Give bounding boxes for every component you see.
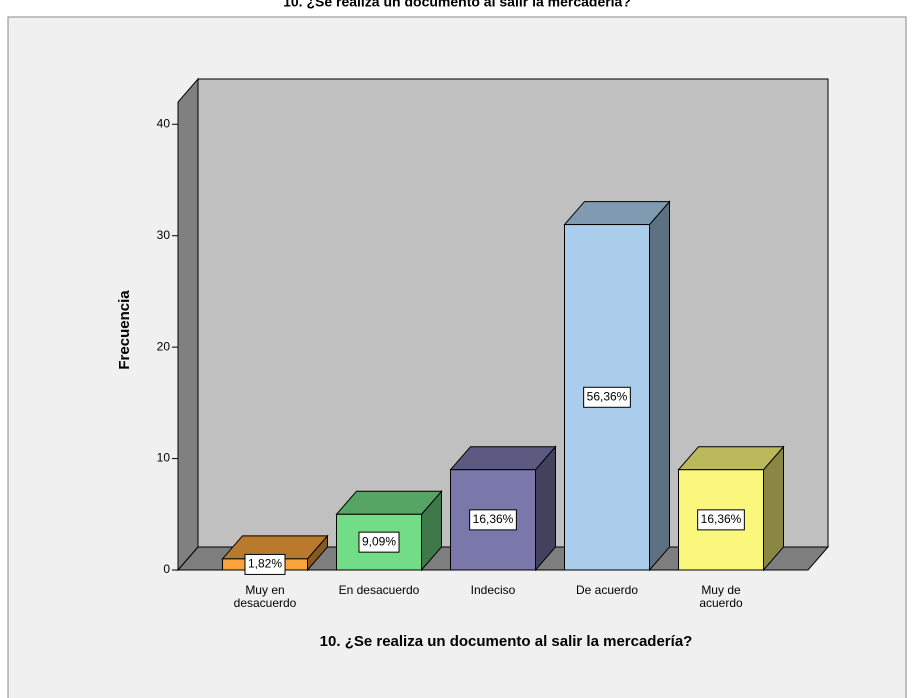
data-label: 56,36%: [583, 386, 631, 408]
x-tick-label-box: Muy de acuerdo: [699, 584, 743, 610]
x-tick-label: Muy de acuerdo: [699, 584, 743, 610]
data-label-text: 56,36%: [587, 389, 628, 403]
x-tick-label-box: De acuerdo: [575, 584, 639, 597]
x-tick-label: Muy en desacuerdo: [233, 584, 297, 610]
data-label-text: 9,09%: [362, 534, 396, 548]
data-label-box: [697, 509, 745, 531]
x-tick-label-box: Muy en desacuerdo: [233, 584, 297, 610]
bar-side: [649, 200, 670, 572]
data-label-text: 16,36%: [473, 512, 514, 526]
y-tick-label: 10: [157, 451, 171, 465]
y-axis-title: Frecuencia: [116, 290, 133, 370]
y-tick-label: 40: [157, 116, 171, 130]
left-wall: [177, 77, 199, 572]
x-tick-label: De acuerdo: [575, 584, 639, 597]
x-tick-label: Indeciso: [470, 584, 516, 597]
y-tick-label: 30: [157, 228, 171, 242]
data-label: 1,82%: [244, 553, 286, 575]
data-label: 9,09%: [358, 531, 400, 553]
x-tick-label-box: En desacuerdo: [338, 584, 420, 597]
x-tick-label: En desacuerdo: [338, 584, 420, 597]
y-tick-label: 20: [157, 339, 171, 353]
bar: [678, 469, 764, 571]
x-tick-label-box: Indeciso: [470, 584, 516, 597]
data-label: 16,36%: [469, 509, 517, 531]
data-label: 16,36%: [697, 509, 745, 531]
data-label-text: 16,36%: [701, 512, 742, 526]
chart-title: 10. ¿Se realiza un documento al salir la…: [283, 0, 631, 10]
y-tick-label: 0: [163, 562, 170, 576]
data-label-box: [358, 531, 400, 553]
x-axis-title: 10. ¿Se realiza un documento al salir la…: [320, 633, 693, 650]
data-label-box: [583, 386, 631, 408]
data-label-text: 1,82%: [248, 557, 282, 571]
data-label-box: [469, 509, 517, 531]
data-label-box: [244, 553, 286, 575]
